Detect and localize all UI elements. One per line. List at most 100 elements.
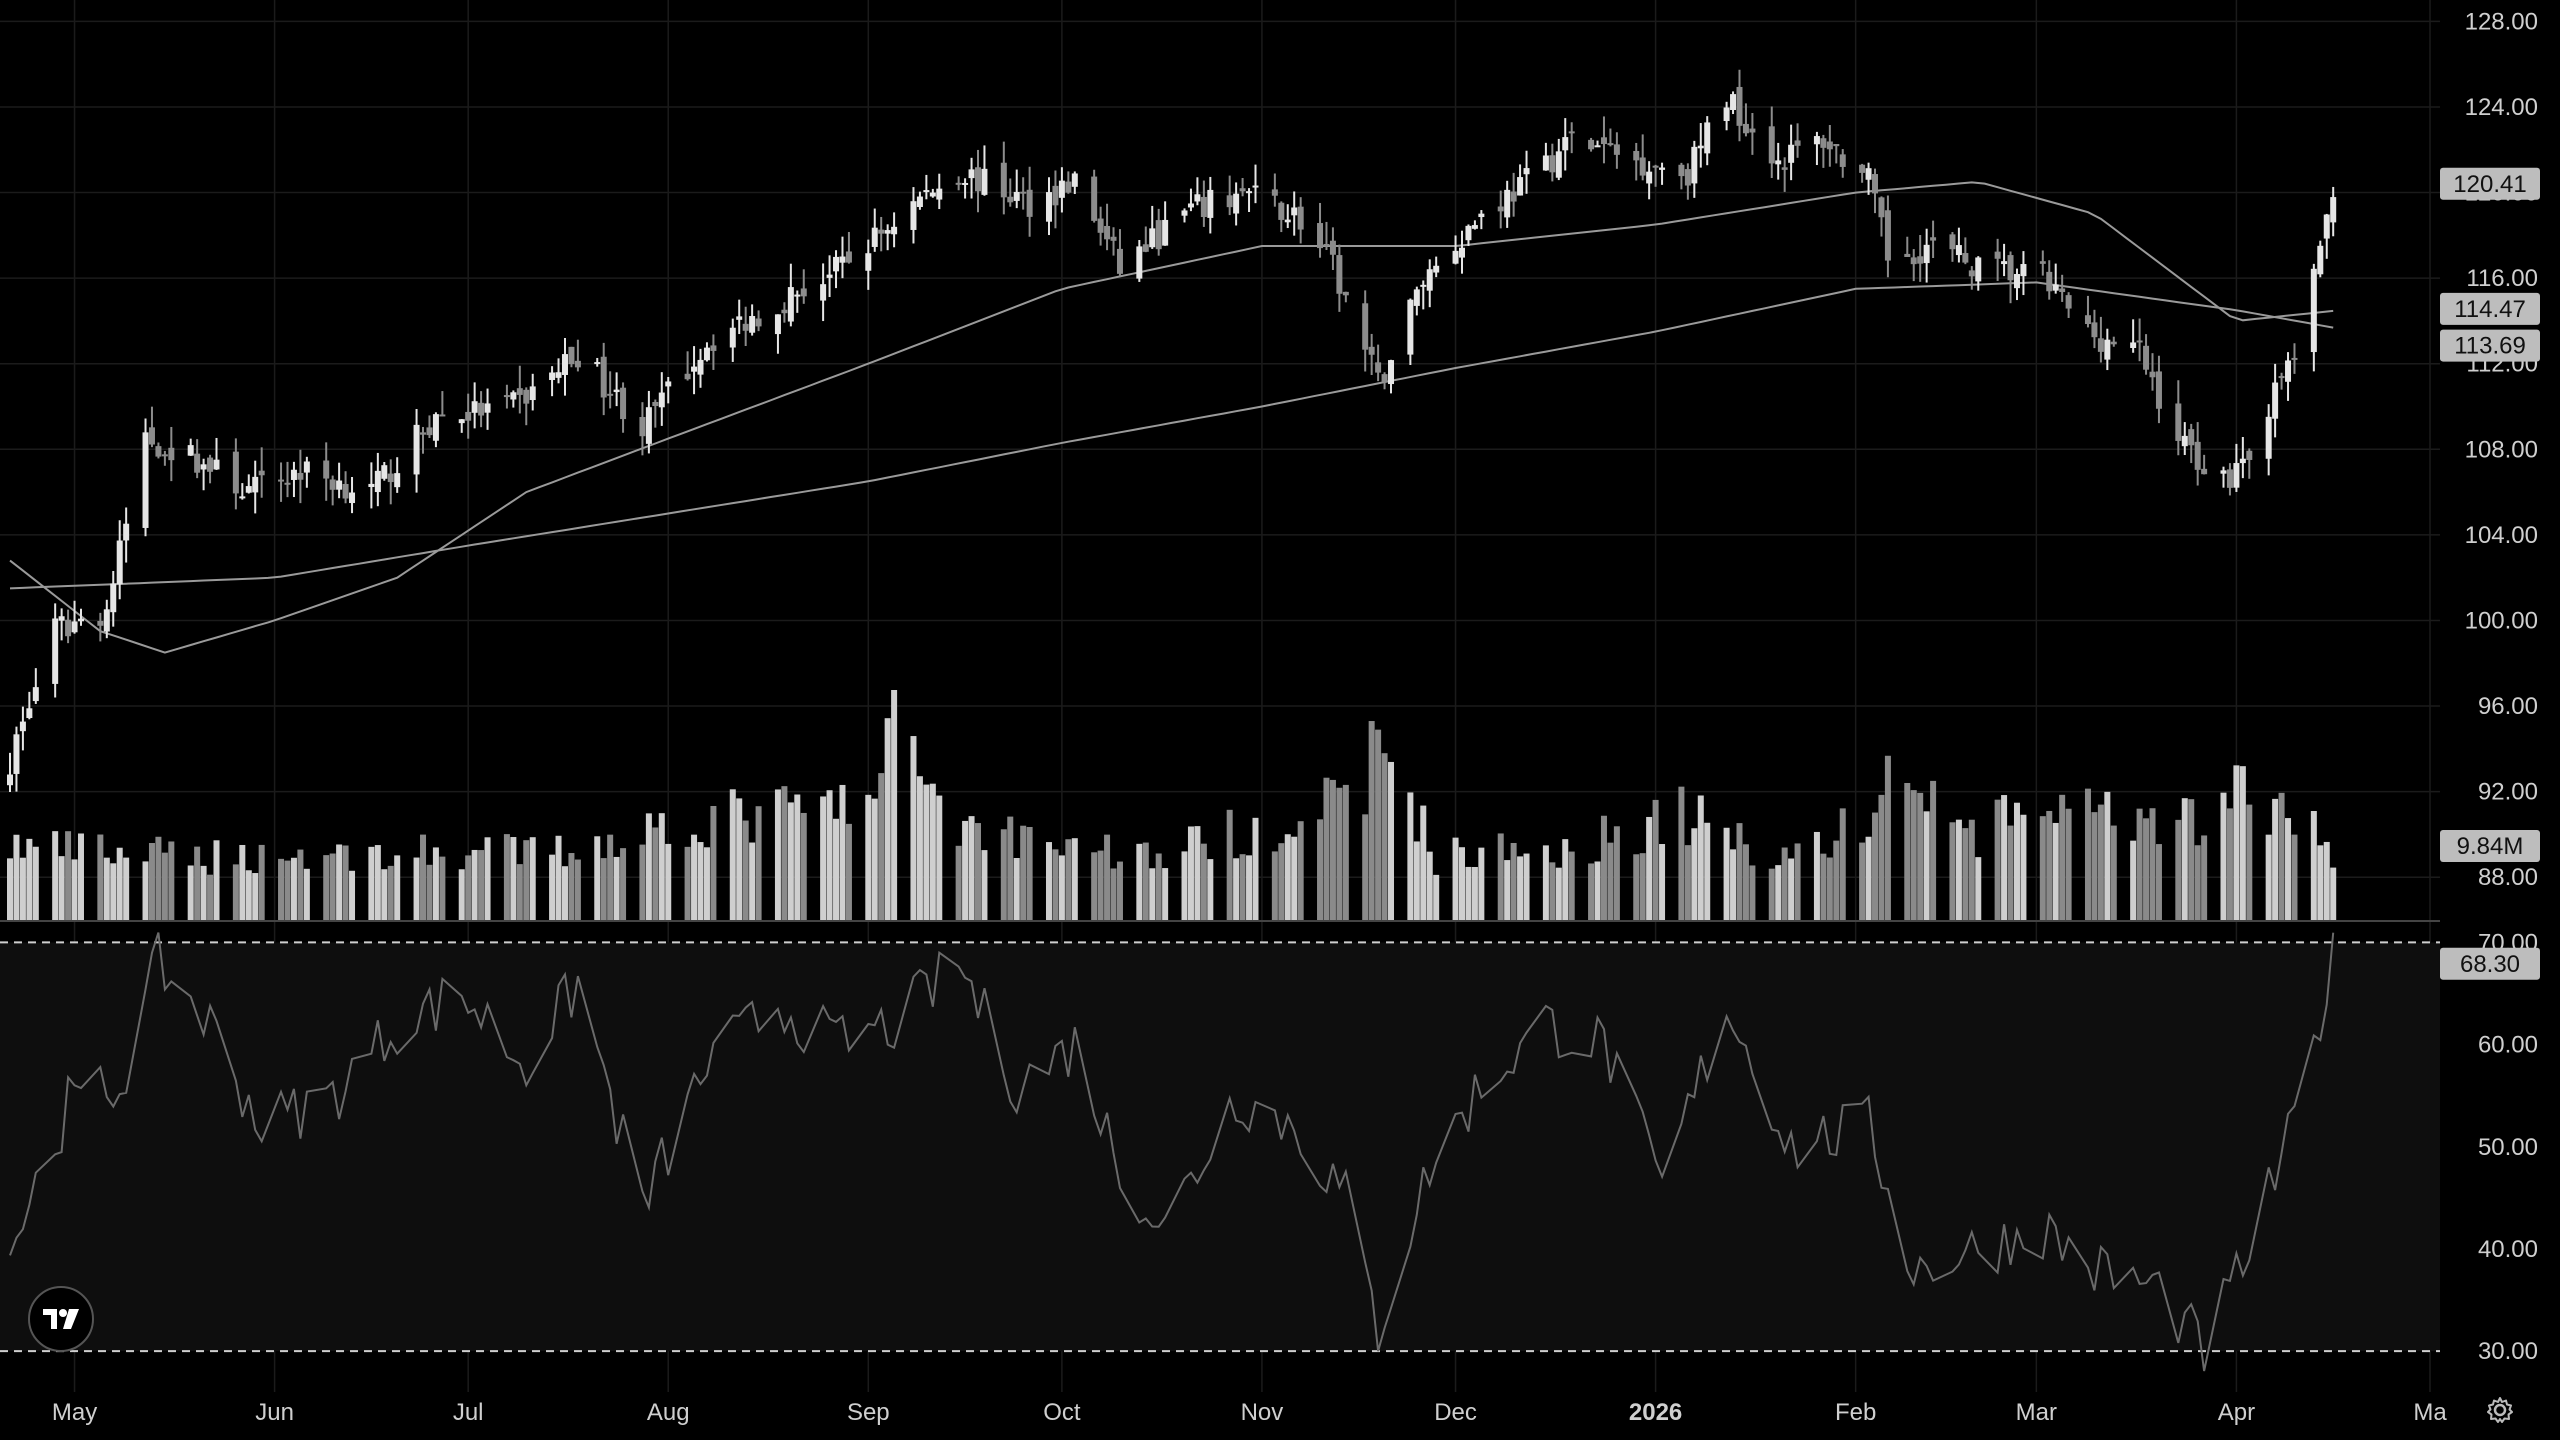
rsi-value-tag-box [2440, 947, 2540, 980]
volume-bar [639, 844, 646, 920]
candle-body [1071, 173, 1078, 187]
candle-body [1362, 303, 1369, 350]
volume-bar [1478, 847, 1485, 920]
candle-body [1065, 181, 1072, 193]
candle-body [2220, 470, 2227, 474]
candle-body [1045, 192, 1052, 222]
volume-bar [2317, 845, 2324, 920]
volume-bar [1878, 794, 1885, 920]
volume-bar [1207, 859, 1214, 920]
volume-bar [2084, 788, 2091, 920]
volume-bar [1246, 855, 1253, 920]
candle-body [1207, 189, 1214, 218]
volume-bar [1136, 843, 1143, 920]
candle-body [52, 618, 59, 684]
volume-bar [1839, 808, 1846, 920]
candle-body [2007, 255, 2014, 281]
volume-bar [800, 812, 807, 920]
volume-bar [387, 865, 394, 920]
volume-bar [71, 859, 78, 920]
gear-glyph [2487, 1397, 2513, 1423]
candle-body [1691, 146, 1698, 184]
gear-icon[interactable] [2482, 1392, 2518, 1428]
candle-body [1052, 185, 1059, 206]
price-tick-label: 128.00 [2465, 8, 2538, 35]
candle-body [1194, 194, 1201, 202]
volume-bar [1600, 815, 1607, 920]
candle-body [2136, 340, 2143, 343]
candle-body [2317, 245, 2324, 275]
ma-fast-tag-box [2440, 292, 2540, 325]
date-tick-label: Oct [1043, 1399, 1081, 1426]
volume-bar [613, 856, 620, 920]
candle-body [2323, 214, 2330, 239]
candle-body [523, 389, 530, 404]
tradingview-logo-icon[interactable] [28, 1286, 94, 1352]
volume-bar [749, 842, 756, 920]
candle-body [2233, 463, 2240, 488]
volume-bar [207, 874, 214, 920]
candle-body [2272, 382, 2279, 419]
rsi-series-line [9, 932, 2335, 1372]
candle-body [684, 373, 691, 380]
candle-body [2104, 339, 2111, 360]
volume-bar [1194, 826, 1201, 920]
volume-bar [1749, 865, 1756, 920]
candle-body [1646, 171, 1653, 184]
date-axis[interactable]: May Jun Jul Aug Sep Oct Nov Dec 2026 Feb Mar Apr Ma [52, 1399, 2447, 1426]
candle-body [239, 496, 246, 499]
volume-bar [1065, 839, 1072, 920]
volume-bar [420, 834, 427, 920]
candle-body [187, 445, 194, 456]
volume-bar [1368, 721, 1375, 920]
candle-body [290, 469, 297, 480]
candle-body [1278, 202, 1285, 220]
candle-body [1652, 165, 1659, 168]
candle-body [1549, 155, 1556, 173]
candle-body [1187, 203, 1194, 208]
candle-body [1613, 144, 1620, 155]
volume-bar [2246, 804, 2253, 920]
candle-body [1452, 250, 1459, 264]
volume-bar [239, 844, 246, 920]
volume-bar [32, 846, 39, 920]
candle-body [555, 372, 562, 378]
volume-bar [1955, 819, 1962, 920]
volume-bar [200, 865, 207, 920]
volume-bar [549, 854, 556, 920]
candle-body [1949, 234, 1956, 250]
candle-body [1007, 196, 1014, 203]
candle-body [1239, 188, 1246, 192]
candle-body [2310, 268, 2317, 353]
candle-body [916, 196, 923, 208]
volume-bar [1058, 855, 1065, 920]
rsi-value-tag: 68.30 [2460, 951, 2520, 978]
volume-bar [878, 773, 885, 920]
date-tick-label: Apr [2218, 1399, 2255, 1426]
candle-body [503, 395, 510, 398]
volume-bar [2020, 814, 2027, 920]
candle-body [1878, 197, 1885, 218]
volume-bar [194, 846, 201, 920]
volume-bar [1923, 811, 1930, 920]
volume-bar [2013, 802, 2020, 920]
candle-body [155, 446, 162, 457]
volume-bar [910, 736, 917, 920]
candle-body [1413, 289, 1420, 306]
candle-body [1594, 145, 1601, 148]
volume-bar [478, 850, 485, 920]
candle-body [252, 476, 259, 493]
candle-body [1200, 196, 1207, 218]
candle-body [1826, 141, 1833, 150]
candle-body [32, 687, 39, 702]
volume-bar [1555, 867, 1562, 920]
candle-body [439, 414, 446, 417]
candle-body [2175, 403, 2182, 441]
volume-bar [826, 790, 833, 920]
candle-body [77, 618, 84, 622]
volume-bar [1233, 858, 1240, 920]
candle-body [929, 192, 936, 197]
ma-fast-tag: 114.47 [2454, 296, 2526, 323]
